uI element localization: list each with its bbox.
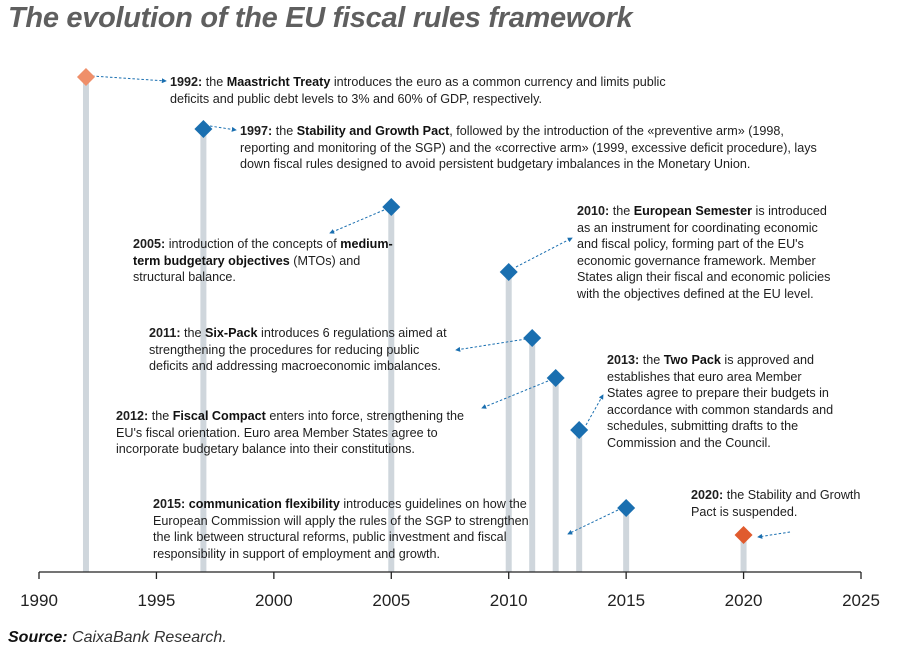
event-term-2013: Two Pack	[663, 353, 721, 367]
event-year-2015: 2015:	[153, 497, 186, 511]
source-note: Source: CaixaBank Research.	[8, 629, 227, 647]
event-year-2020: 2020:	[691, 488, 724, 502]
event-term-2010: European Semester	[633, 204, 753, 218]
x-tick-label-2025: 2025	[842, 591, 880, 610]
event-marker-2005	[382, 198, 401, 216]
event-marker-2020	[734, 526, 753, 544]
event-year-1997: 1997:	[240, 124, 273, 138]
event-year-2013: 2013:	[607, 353, 640, 367]
event-year-1992: 1992:	[170, 75, 203, 89]
event-arrow-2005	[329, 209, 385, 234]
event-pre-2020: the Stability and Growth Pact is suspend…	[691, 488, 861, 519]
event-pre-2013: the	[639, 353, 664, 367]
event-term-2011: Six-Pack	[205, 326, 258, 340]
event-term-2015: communication flexibility	[188, 497, 340, 511]
event-arrow-2013	[585, 394, 604, 426]
event-annotation-2012: 2012: the Fiscal Compact enters into for…	[116, 408, 481, 458]
x-tick-label-1995: 1995	[138, 591, 176, 610]
x-tick-label-2010: 2010	[490, 591, 528, 610]
source-text: CaixaBank Research.	[72, 629, 227, 646]
event-annotation-2005: 2005: introduction of the concepts of me…	[133, 236, 393, 286]
event-text-2011: introduces 6 regulations aimed at streng…	[149, 326, 447, 373]
event-text-2005: (MTOs) and structural balance.	[133, 253, 361, 285]
event-year-2005: 2005:	[133, 237, 166, 251]
event-annotation-2015: 2015: communication flexibility introduc…	[153, 496, 543, 562]
event-arrow-2020	[757, 531, 791, 539]
event-arrow-1997	[209, 125, 237, 132]
x-tick-label-2005: 2005	[372, 591, 410, 610]
event-pre-1997: the	[272, 124, 297, 138]
event-text-2015: introduces guidelines on how the Europea…	[153, 497, 529, 561]
event-annotation-2020: 2020: the Stability and Growth Pact is s…	[691, 487, 866, 520]
x-tick-label-1990: 1990	[20, 591, 58, 610]
event-marker-1992	[76, 68, 95, 86]
event-pre-1992: the	[202, 75, 227, 89]
event-term-1992: Maastricht Treaty	[226, 75, 331, 89]
event-arrow-2011	[455, 338, 527, 352]
event-term-1997: Stability and Growth Pact	[296, 124, 450, 138]
event-pre-2011: the	[180, 326, 206, 340]
event-marker-2015	[617, 499, 636, 517]
event-annotation-1997: 1997: the Stability and Growth Pact, fol…	[240, 123, 830, 173]
event-text-2012: enters into force, strengthening the EU'…	[116, 409, 464, 456]
event-marker-1997	[194, 120, 213, 138]
chart-title: The evolution of the EU fiscal rules fra…	[8, 2, 633, 34]
x-tick-label-2015: 2015	[607, 591, 645, 610]
event-marker-2010	[499, 263, 518, 281]
source-label: Source:	[8, 629, 68, 646]
x-tick-label-2000: 2000	[255, 591, 293, 610]
event-term-2012: Fiscal Compact	[172, 409, 266, 423]
event-marker-2013	[570, 421, 589, 439]
event-annotation-2010: 2010: the European Semester is introduce…	[577, 203, 832, 302]
event-arrow-1992	[91, 75, 167, 84]
event-marker-2012	[546, 369, 565, 387]
event-text-1992: introduces the euro as a common currency…	[170, 75, 666, 106]
event-pre-2005: introduction of the concepts of	[165, 237, 341, 251]
event-year-2012: 2012:	[116, 409, 149, 423]
event-arrow-2010	[515, 237, 573, 268]
event-term-2005: medium-term budgetary objectives	[133, 237, 393, 268]
event-annotation-2013: 2013: the Two Pack is approved and estab…	[607, 352, 837, 451]
event-text-2013: is approved and establishes that euro ar…	[607, 353, 834, 450]
event-arrow-2012	[481, 380, 549, 409]
event-marker-2011	[523, 329, 542, 347]
event-annotation-1992: 1992: the Maastricht Treaty introduces t…	[170, 74, 690, 107]
event-text-2010: is introduced as an instrument for coord…	[577, 204, 831, 301]
event-annotation-2011: 2011: the Six-Pack introduces 6 regulati…	[149, 325, 449, 375]
event-text-1997: , followed by the introduction of the «p…	[240, 124, 817, 171]
event-year-2010: 2010:	[577, 204, 610, 218]
event-pre-2010: the	[609, 204, 634, 218]
x-tick-label-2020: 2020	[725, 591, 763, 610]
event-pre-2012: the	[148, 409, 173, 423]
event-year-2011: 2011:	[149, 326, 181, 340]
event-arrow-2015	[567, 509, 619, 535]
